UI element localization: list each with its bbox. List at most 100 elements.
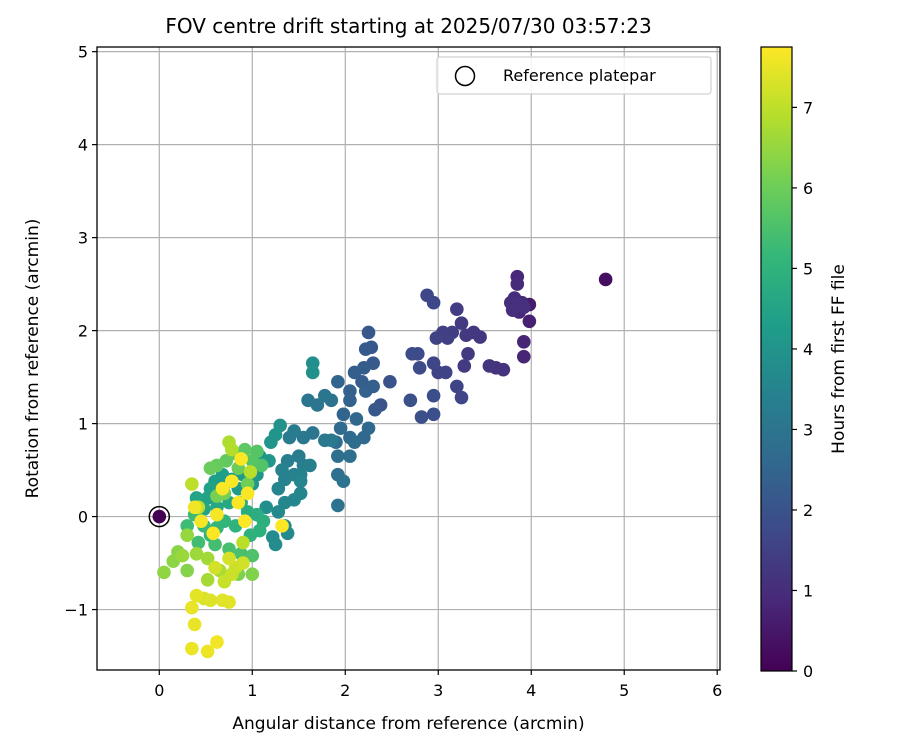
data-point: [236, 535, 250, 550]
data-point: [361, 325, 376, 340]
data-point: [457, 359, 472, 373]
data-point: [336, 407, 351, 422]
reference-point-fill: [152, 509, 167, 524]
data-point: [403, 393, 418, 408]
x-tick-label: 2: [340, 681, 350, 700]
y-tick-label: 2: [78, 322, 88, 341]
x-tick-label: 1: [247, 681, 257, 700]
data-point: [187, 500, 202, 515]
data-point: [282, 430, 297, 445]
data-point: [426, 295, 441, 310]
data-point: [175, 548, 190, 563]
data-point: [510, 297, 525, 312]
data-point: [358, 342, 373, 357]
legend: Reference platepar: [436, 56, 712, 95]
data-point: [200, 551, 215, 566]
data-point: [383, 374, 397, 389]
data-point: [414, 410, 429, 424]
data-point: [243, 465, 258, 479]
data-point: [240, 477, 255, 491]
x-axis-ticks: 0 1 2 3 4 5 6: [154, 670, 722, 700]
colorbar-tick-label: 2: [803, 501, 813, 520]
chart-title: FOV centre drift starting at 2025/07/30 …: [165, 14, 651, 38]
data-point: [245, 453, 260, 468]
colorbar-tick-label: 6: [803, 179, 813, 198]
data-point: [180, 528, 194, 542]
data-point: [336, 474, 351, 489]
x-tick-label: 4: [526, 681, 536, 700]
colorbar-tick-label: 3: [803, 420, 813, 439]
data-point: [343, 384, 357, 398]
data-point: [245, 548, 260, 563]
data-point: [461, 347, 475, 361]
y-axis-label: Rotation from reference (arcmin): [23, 219, 43, 499]
data-point: [517, 334, 531, 349]
data-point: [303, 458, 317, 473]
data-point: [185, 477, 199, 491]
colorbar-tick-label: 5: [803, 259, 813, 278]
data-point: [301, 393, 315, 408]
colorbar-label: Hours from first FF file: [829, 264, 849, 454]
data-point: [305, 356, 320, 370]
data-point: [450, 302, 464, 317]
data-point: [454, 390, 469, 405]
colorbar-tick-label: 1: [803, 581, 813, 600]
data-point: [189, 546, 204, 561]
colorbar-tick-label: 4: [803, 340, 813, 359]
data-point: [275, 519, 289, 533]
colorbar-tick-label: 0: [803, 662, 813, 681]
data-point: [347, 435, 362, 449]
data-point: [358, 384, 373, 398]
data-point: [200, 644, 215, 659]
data-point: [264, 435, 278, 449]
data-point: [208, 537, 222, 552]
data-point: [259, 500, 274, 515]
data-point: [454, 316, 469, 330]
data-point: [189, 588, 204, 603]
data-point: [210, 507, 224, 522]
data-point: [271, 481, 286, 496]
data-point: [206, 526, 221, 541]
data-point: [157, 565, 171, 580]
data-point: [180, 563, 194, 578]
legend-label: Reference platepar: [503, 66, 656, 85]
y-tick-label: 4: [78, 136, 88, 155]
data-point: [225, 442, 239, 457]
data-point: [482, 359, 497, 373]
data-point: [368, 402, 382, 417]
data-point: [191, 535, 206, 550]
reference-point: [148, 505, 171, 528]
data-point: [268, 537, 283, 552]
data-point: [200, 573, 215, 587]
data-point: [405, 347, 420, 361]
data-point: [426, 388, 441, 403]
data-points: [157, 269, 613, 659]
colorbar-tick-label: 7: [803, 98, 813, 117]
data-point: [517, 349, 531, 364]
data-point: [343, 393, 357, 408]
data-point: [331, 498, 345, 513]
data-point: [222, 551, 236, 566]
reference-marker-ring: [148, 505, 171, 528]
data-point: [349, 412, 364, 426]
data-point: [459, 328, 473, 343]
data-point: [208, 560, 222, 575]
x-tick-label: 5: [619, 681, 629, 700]
colorbar-ticks: 0 1 2 3 4 5 6 7: [792, 98, 813, 681]
data-point: [180, 519, 194, 533]
data-point: [240, 486, 255, 501]
data-point: [347, 365, 362, 380]
data-point: [203, 461, 218, 476]
data-point: [331, 449, 345, 463]
data-point: [324, 433, 339, 448]
x-tick-label: 6: [712, 681, 722, 700]
y-axis-ticks: −1 0 1 2 3 4 5: [64, 43, 97, 620]
data-point: [271, 505, 286, 519]
data-point: [234, 452, 248, 466]
data-point: [185, 600, 199, 615]
data-point: [293, 474, 308, 489]
data-point: [522, 314, 537, 329]
y-tick-label: 0: [78, 508, 88, 527]
data-point: [222, 595, 236, 609]
y-tick-label: 3: [78, 229, 88, 248]
